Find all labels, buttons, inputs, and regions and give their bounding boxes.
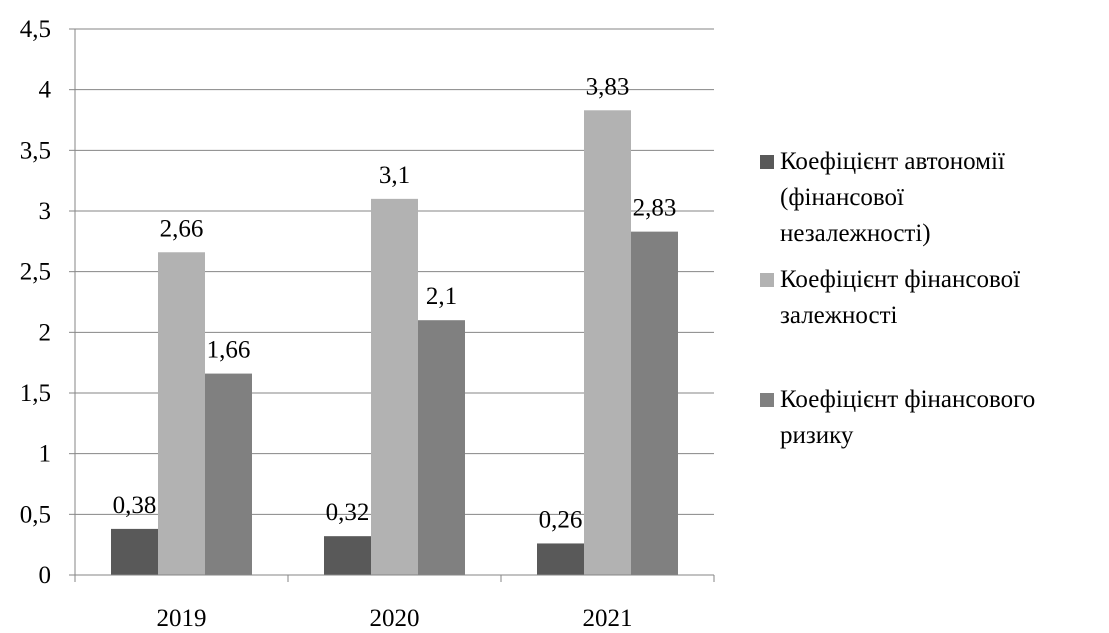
- bar: [205, 373, 252, 575]
- x-tick-label: 2021: [583, 605, 633, 632]
- bar: [418, 320, 465, 575]
- legend-label: Коефіцієнт фінансової: [780, 266, 1020, 293]
- data-label: 3,83: [586, 73, 630, 100]
- legend-label: незалежності): [780, 220, 931, 247]
- y-tick-label: 2: [39, 319, 52, 346]
- data-label: 1,66: [207, 337, 251, 364]
- bar: [631, 231, 678, 576]
- data-label: 2,1: [426, 283, 457, 310]
- x-tick-label: 2020: [370, 605, 420, 632]
- y-axis-ticks: 0 0,5 1 1,5 2 2,5 3 3,5 4 4,5: [20, 16, 75, 589]
- y-tick-label: 1: [39, 441, 52, 468]
- legend-swatch: [760, 393, 774, 407]
- bar: [537, 543, 584, 575]
- y-tick-label: 0: [39, 562, 52, 589]
- x-tick-label: 2019: [157, 605, 207, 632]
- y-tick-label: 3,5: [20, 137, 51, 164]
- legend-label: ризику: [780, 422, 854, 449]
- bar: [371, 198, 418, 575]
- y-tick-label: 2,5: [20, 259, 51, 286]
- data-label: 0,26: [539, 506, 583, 533]
- data-label: 0,38: [113, 492, 157, 519]
- legend-label: Коефіцієнт автономії: [780, 148, 1005, 175]
- y-tick-label: 4,5: [20, 16, 51, 43]
- data-label: 2,66: [160, 215, 204, 242]
- data-label: 2,83: [633, 195, 677, 222]
- data-label: 0,32: [326, 499, 370, 526]
- legend-label: (фінансової: [780, 184, 904, 211]
- bar: [324, 536, 371, 575]
- y-tick-label: 0,5: [20, 501, 51, 528]
- x-axis-ticks: 2019 2020 2021: [74, 575, 715, 632]
- legend: Коефіцієнт автономії (фінансової незалежно…: [760, 148, 1035, 449]
- bar: [584, 110, 631, 575]
- y-tick-label: 4: [39, 77, 52, 104]
- axes: [74, 29, 714, 576]
- y-tick-label: 1,5: [20, 380, 51, 407]
- bar: [158, 252, 205, 575]
- y-tick-label: 3: [39, 198, 52, 225]
- bar: [111, 528, 158, 575]
- legend-label: Коефіцієнт фінансового: [780, 386, 1035, 413]
- data-label: 3,1: [379, 162, 410, 189]
- legend-label: залежності: [780, 302, 898, 329]
- legend-swatch: [760, 273, 774, 287]
- legend-swatch: [760, 155, 774, 169]
- data-labels: 0,38 2,66 1,66 0,32 3,1 2,1 0,26 3,83 2,83: [113, 73, 677, 533]
- bars: [111, 110, 678, 576]
